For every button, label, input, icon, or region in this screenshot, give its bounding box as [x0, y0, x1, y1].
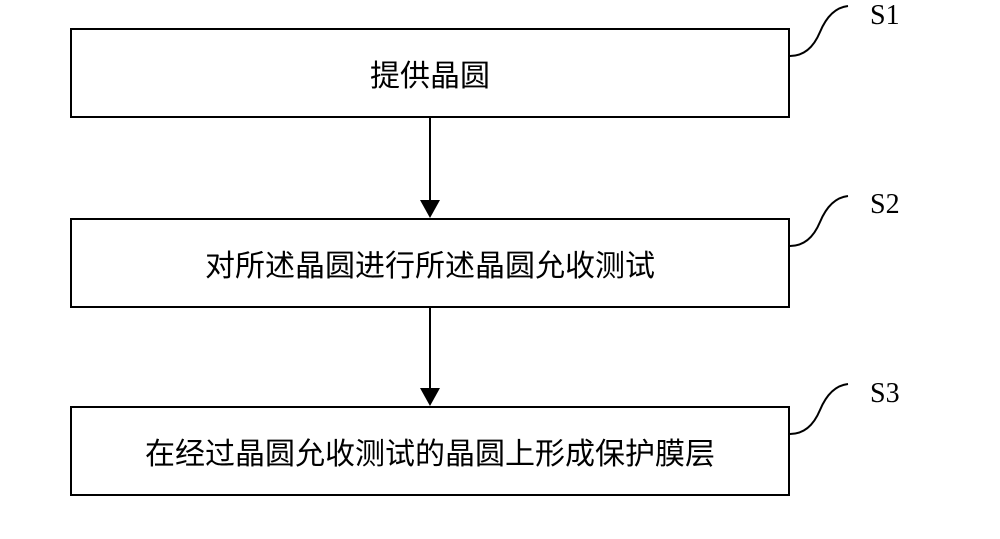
step-text-1: 提供晶圆: [370, 51, 490, 95]
curve-connector-icon: [790, 192, 850, 252]
arrow-head-icon: [420, 200, 440, 218]
step-box-1: 提供晶圆: [70, 28, 790, 118]
step-text-2: 对所述晶圆进行所述晶圆允收测试: [205, 241, 655, 285]
arrow-line-2: [429, 308, 431, 388]
arrow-line-1: [429, 118, 431, 200]
arrow-head-icon: [420, 388, 440, 406]
step-box-2: 对所述晶圆进行所述晶圆允收测试: [70, 218, 790, 308]
step-label-2: S2: [870, 189, 900, 221]
step-label-1: S1: [870, 0, 900, 32]
step-label-3: S3: [870, 378, 900, 410]
step-text-3: 在经过晶圆允收测试的晶圆上形成保护膜层: [145, 429, 715, 473]
curve-connector-icon: [790, 380, 850, 440]
step-box-3: 在经过晶圆允收测试的晶圆上形成保护膜层: [70, 406, 790, 496]
curve-connector-icon: [790, 2, 850, 62]
